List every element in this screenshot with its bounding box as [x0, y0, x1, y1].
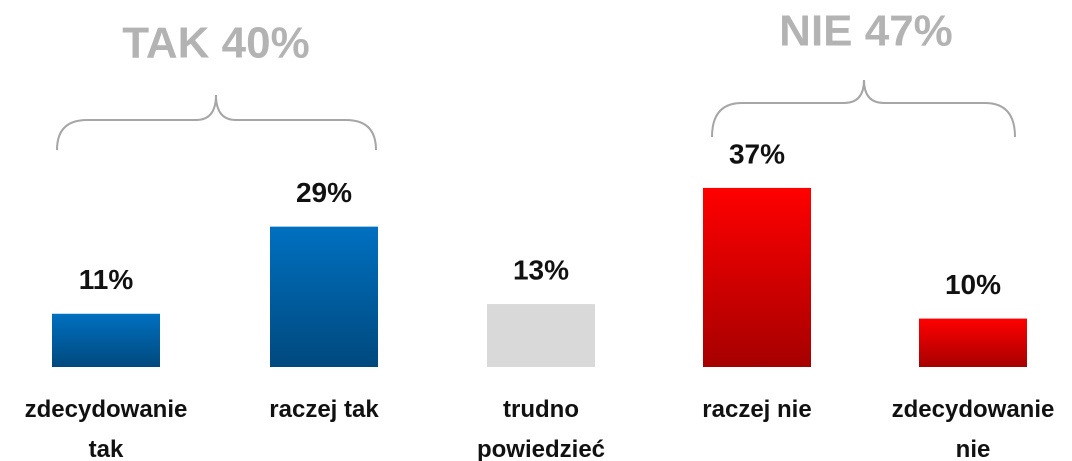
value-label: 37% — [729, 138, 785, 169]
value-label: 10% — [945, 269, 1001, 300]
value-label: 29% — [296, 177, 352, 208]
brace — [711, 79, 1016, 138]
value-label: 13% — [513, 254, 569, 285]
annotation: TAK 40% — [122, 19, 309, 68]
bar-shade — [703, 187, 811, 367]
category-label: trudno powiedzieć — [476, 396, 606, 461]
annotation: NIE 47% — [779, 7, 953, 56]
category-label: zdecydowanie tak — [24, 396, 188, 461]
bar — [487, 304, 595, 367]
bar-shade — [52, 313, 160, 367]
value-label: 11% — [79, 264, 134, 295]
bar-shade — [270, 226, 378, 367]
category-label: raczej nie — [702, 396, 812, 423]
bar-shade — [919, 318, 1027, 367]
category-label: raczej tak — [269, 396, 379, 423]
category-label: zdecydowanie nie — [891, 396, 1055, 461]
brace — [56, 94, 377, 151]
